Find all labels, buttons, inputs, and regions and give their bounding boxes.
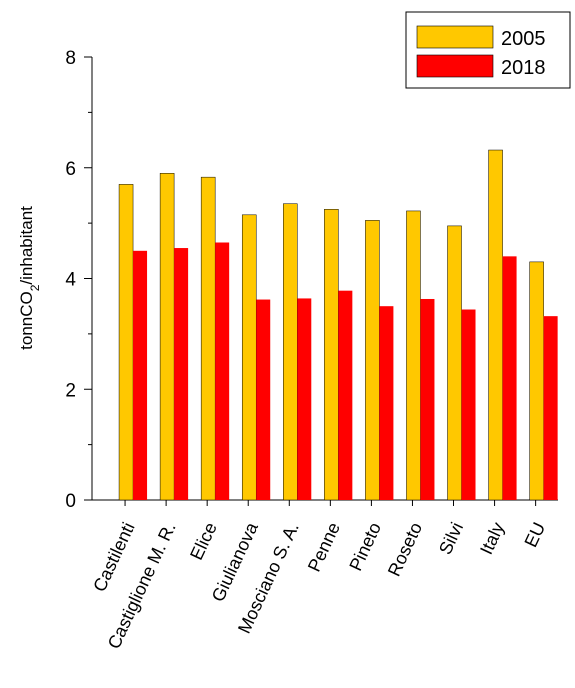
bar-2018-giulianova xyxy=(256,299,271,500)
x-tick-label-eu: EU xyxy=(521,519,550,550)
bar-2005-giulianova xyxy=(241,214,257,501)
x-tick-label-roseto: Roseto xyxy=(384,519,426,579)
x-tick-label-silvi: Silvi xyxy=(435,519,467,557)
bar-2005-italy xyxy=(488,149,503,501)
x-tick-label-italy: Italy xyxy=(476,519,508,557)
bar-2005-pineto xyxy=(365,220,380,501)
y-tick-label-0: 0 xyxy=(65,491,76,512)
bar-2018-elice xyxy=(215,242,230,500)
bar-2018-castilenti xyxy=(133,250,148,500)
bar-2018-pineto xyxy=(379,306,394,500)
bar-2005-castilenti xyxy=(118,184,134,501)
legend-swatch-2005 xyxy=(416,25,494,49)
bar-2018-italy xyxy=(502,256,517,500)
legend: 2005 2018 xyxy=(405,11,571,89)
y-tick-label-6: 6 xyxy=(65,159,76,180)
bar-2018-eu xyxy=(543,316,558,500)
bar-2005-silvi xyxy=(447,225,462,501)
bar-2018-roseto xyxy=(420,298,435,500)
bar-2005-castiglione-m-r- xyxy=(159,173,175,501)
y-axis-title: tonnCO2/inhabitant xyxy=(17,206,42,350)
y-ticks: 0 2 4 6 8 xyxy=(65,48,92,512)
legend-swatch-2018 xyxy=(416,54,494,78)
bar-2005-mosciano-s-a- xyxy=(283,203,298,501)
x-tick-label-pineto: Pineto xyxy=(345,519,385,574)
legend-label-2018: 2018 xyxy=(501,57,546,79)
bar-2005-elice xyxy=(200,176,216,501)
bar-2018-penne xyxy=(338,290,353,500)
x-tick-label-elice: Elice xyxy=(186,519,221,563)
bar-2018-castiglione-m-r- xyxy=(174,248,189,500)
bars xyxy=(118,149,558,501)
bar-2018-mosciano-s-a- xyxy=(297,298,312,500)
y-tick-label-4: 4 xyxy=(65,270,76,291)
x-tick-label-penne: Penne xyxy=(304,519,344,575)
legend-label-2005: 2005 xyxy=(501,28,546,50)
bar-2005-eu xyxy=(529,261,544,501)
y-tick-label-2: 2 xyxy=(65,380,76,401)
y-tick-label-8: 8 xyxy=(65,48,76,69)
bar-2005-penne xyxy=(324,209,339,501)
bar-2005-roseto xyxy=(406,210,421,501)
bar-2018-silvi xyxy=(461,309,476,500)
